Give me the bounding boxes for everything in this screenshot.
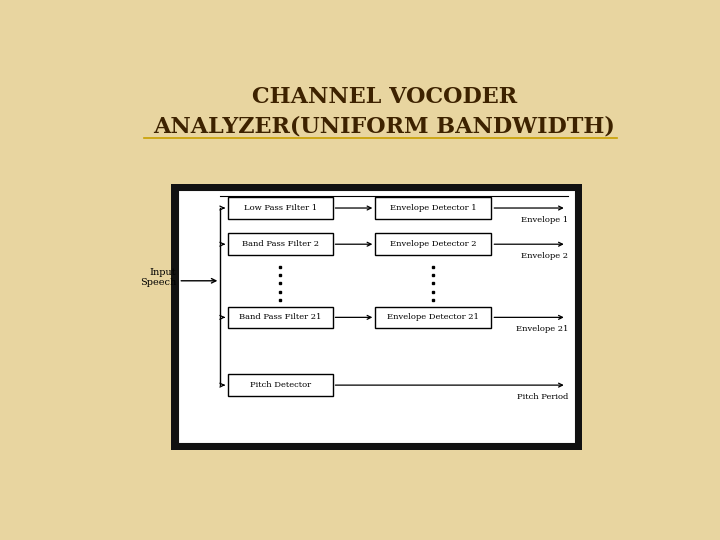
Text: Envelope 2: Envelope 2: [521, 252, 568, 260]
Text: Input
Speech: Input Speech: [140, 268, 176, 287]
Text: Envelope 21: Envelope 21: [516, 325, 568, 333]
Text: Envelope Detector 1: Envelope Detector 1: [390, 204, 477, 212]
Bar: [228, 374, 333, 396]
Bar: [171, 184, 582, 450]
Text: CHANNEL VOCODER: CHANNEL VOCODER: [252, 86, 517, 108]
Text: ANALYZER(UNIFORM BANDWIDTH): ANALYZER(UNIFORM BANDWIDTH): [153, 116, 616, 137]
Bar: [375, 307, 492, 328]
Text: Envelope 1: Envelope 1: [521, 215, 568, 224]
Bar: [228, 307, 333, 328]
Text: Low Pass Filter 1: Low Pass Filter 1: [243, 204, 317, 212]
Bar: [178, 190, 576, 444]
Text: Pitch Period: Pitch Period: [517, 393, 568, 401]
Text: Pitch Detector: Pitch Detector: [250, 381, 311, 389]
Bar: [228, 197, 333, 219]
Text: Band Pass Filter 21: Band Pass Filter 21: [239, 313, 321, 321]
Text: Envelope Detector 2: Envelope Detector 2: [390, 240, 477, 248]
Text: Envelope Detector 21: Envelope Detector 21: [387, 313, 480, 321]
Text: Band Pass Filter 2: Band Pass Filter 2: [242, 240, 319, 248]
Bar: [228, 233, 333, 255]
Bar: [375, 197, 492, 219]
Bar: [375, 233, 492, 255]
